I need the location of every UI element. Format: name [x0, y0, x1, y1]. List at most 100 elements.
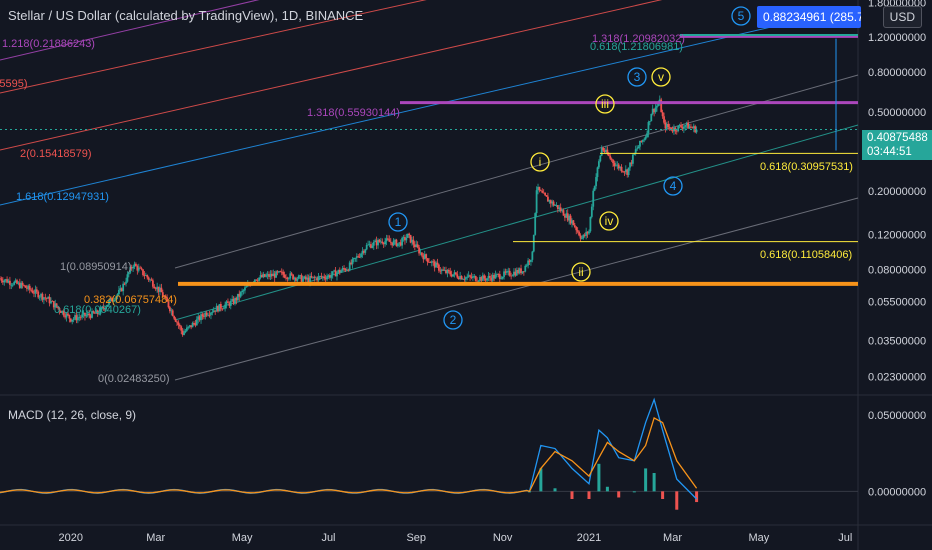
price-tick-label: 0.80000000 [868, 67, 926, 79]
candle-body [562, 210, 565, 216]
candle-body [360, 253, 362, 258]
macd-histogram-bar [617, 491, 621, 498]
candle-body [599, 155, 602, 162]
currency-button[interactable]: USD [882, 6, 922, 28]
candle-body [317, 276, 320, 281]
candle-body [684, 125, 687, 127]
candle-body [231, 298, 234, 301]
candle-body [442, 269, 445, 271]
wave-marker-circle [731, 6, 751, 26]
candle-body [184, 330, 187, 333]
candle-body [55, 303, 58, 307]
candle-body [120, 288, 123, 292]
candle-body [456, 274, 459, 278]
candle-body [425, 254, 428, 259]
candle-body [310, 276, 313, 278]
price-tick-label: 0.50000000 [868, 107, 926, 119]
candle-body [275, 271, 277, 278]
candle-body [118, 290, 120, 295]
candle-body [142, 269, 144, 276]
candle-body [347, 269, 350, 271]
candle-body [350, 262, 353, 265]
candle-body [586, 231, 589, 234]
candle-body [160, 287, 163, 293]
candle-body [616, 164, 619, 166]
candle-body [268, 274, 270, 277]
candle-body [648, 121, 651, 123]
candle-body [328, 275, 331, 278]
candle-body [525, 265, 528, 267]
candle-body [569, 215, 572, 224]
candle-body [589, 216, 592, 232]
candle-body [306, 277, 309, 280]
candle-body [588, 231, 590, 234]
candle-body [515, 269, 518, 276]
candle-body [422, 255, 425, 260]
candle-body [357, 256, 360, 258]
candle-body [181, 330, 184, 335]
candle-body [690, 126, 692, 128]
candle-body [556, 205, 559, 209]
candle-body [381, 241, 384, 244]
price-tick-label: 0.02300000 [868, 371, 926, 383]
candle-body [211, 312, 214, 313]
candle-body [217, 306, 219, 312]
candle-body [84, 312, 86, 317]
candle-body [664, 122, 667, 129]
candle-body [392, 240, 395, 246]
macd-histogram-bar [652, 473, 656, 492]
candle-body [671, 130, 674, 132]
candle-body [401, 237, 403, 246]
candle-body [297, 275, 300, 279]
candle-body [568, 215, 571, 221]
candle-body [208, 314, 211, 316]
channel-line-0 [0, 0, 260, 61]
candle-body [127, 272, 130, 275]
candle-body [545, 195, 548, 197]
candle-body [370, 244, 372, 248]
candle-body [354, 257, 357, 259]
candle-body [681, 127, 684, 129]
candle-body [423, 254, 426, 260]
candle-body [152, 280, 154, 287]
candle-body [123, 283, 126, 285]
candle-body [224, 304, 227, 309]
candle-body [44, 297, 47, 299]
wave-marker-circle [663, 176, 683, 196]
level-label: 0.618(0.0640267) [54, 304, 141, 316]
candle-body [285, 277, 287, 279]
candle-body [348, 262, 351, 271]
candle-body [466, 276, 469, 278]
candle-body [650, 113, 653, 122]
candle-body [418, 247, 420, 254]
candle-body [551, 201, 554, 204]
candle-body [459, 275, 462, 280]
candle-body [99, 307, 102, 314]
candle-body [59, 311, 62, 313]
candle-body [620, 166, 623, 172]
candle-body [521, 271, 524, 274]
candle-body [276, 271, 279, 273]
candle-body [387, 238, 389, 240]
candle-body [344, 268, 347, 271]
candle-body [278, 271, 280, 273]
wave-marker-label: iii [601, 97, 609, 111]
candle-body [426, 258, 429, 262]
candle-body [72, 318, 75, 320]
candle-body [498, 274, 501, 279]
candle-body [505, 271, 508, 273]
candle-body [488, 275, 491, 278]
candle-body [682, 126, 685, 129]
candle-body [71, 319, 74, 322]
candle-body [287, 278, 290, 280]
candle-body [331, 271, 334, 276]
candle-body [26, 287, 28, 289]
candle-body [57, 306, 59, 309]
candle-body [235, 297, 238, 301]
candle-body [528, 260, 531, 262]
candle-body [384, 241, 387, 245]
candle-body [304, 276, 307, 280]
candle-body [654, 107, 657, 113]
